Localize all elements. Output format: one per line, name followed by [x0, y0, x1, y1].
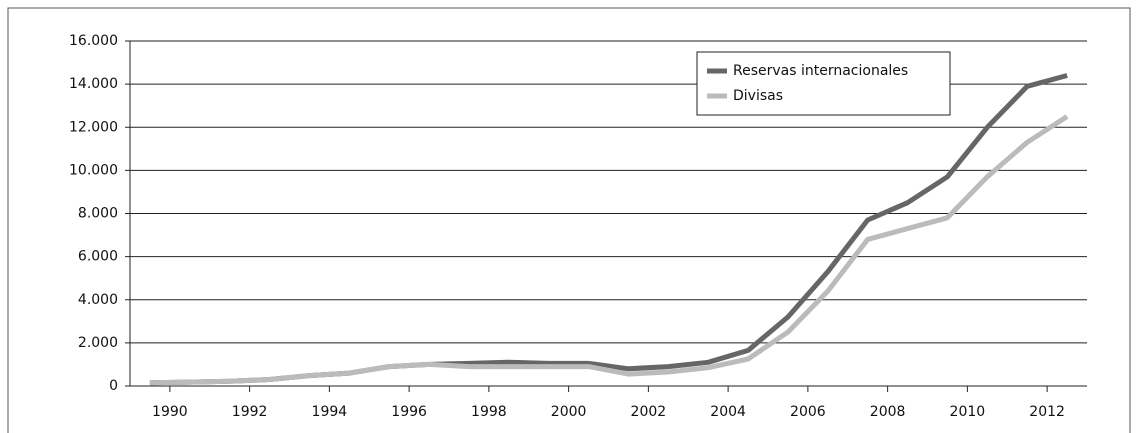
x-tick-label: 2008 — [870, 404, 906, 420]
x-tick-label: 2012 — [1029, 404, 1065, 420]
x-tick-label: 1994 — [312, 404, 348, 420]
x-tick-label: 1990 — [152, 404, 188, 420]
legend-label: Reservas internacionales — [733, 63, 908, 79]
line-series — [149, 73, 1068, 386]
chart-frame — [7, 7, 1131, 433]
y-tick-label: 6.000 — [78, 249, 118, 265]
x-tick-label: 2006 — [790, 404, 826, 420]
x-tick-label: 2010 — [950, 404, 986, 420]
x-tick-label: 1996 — [391, 404, 427, 420]
y-tick-label: 8.000 — [78, 206, 118, 222]
x-tick-label: 2000 — [551, 404, 587, 420]
y-tick-label: 2.000 — [78, 335, 118, 351]
y-tick-label: 10.000 — [69, 162, 118, 178]
y-tick-label: 12.000 — [69, 119, 118, 135]
x-tick-label: 2004 — [710, 404, 746, 420]
y-tick-label: 16.000 — [69, 33, 118, 49]
x-tick-label: 1992 — [232, 404, 268, 420]
x-tick-label: 2002 — [631, 404, 667, 420]
x-tick-label: 1998 — [471, 404, 507, 420]
y-tick-label: 0 — [109, 378, 118, 394]
y-tick-label: 14.000 — [69, 76, 118, 92]
line-series — [149, 114, 1069, 386]
legend-box — [696, 51, 951, 116]
legend-label: Divisas — [733, 88, 783, 104]
y-tick-label: 4.000 — [78, 292, 118, 308]
